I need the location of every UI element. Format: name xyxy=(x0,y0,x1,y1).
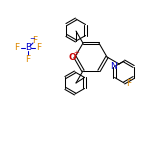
Text: F: F xyxy=(127,79,132,88)
Text: F: F xyxy=(25,55,31,64)
Text: B: B xyxy=(25,43,31,52)
Text: +: + xyxy=(73,50,79,56)
Text: F: F xyxy=(36,43,41,52)
Text: −: − xyxy=(29,36,35,42)
Text: F: F xyxy=(33,36,38,45)
Text: F: F xyxy=(14,43,20,52)
Text: N: N xyxy=(110,62,117,71)
Text: O: O xyxy=(68,52,76,62)
